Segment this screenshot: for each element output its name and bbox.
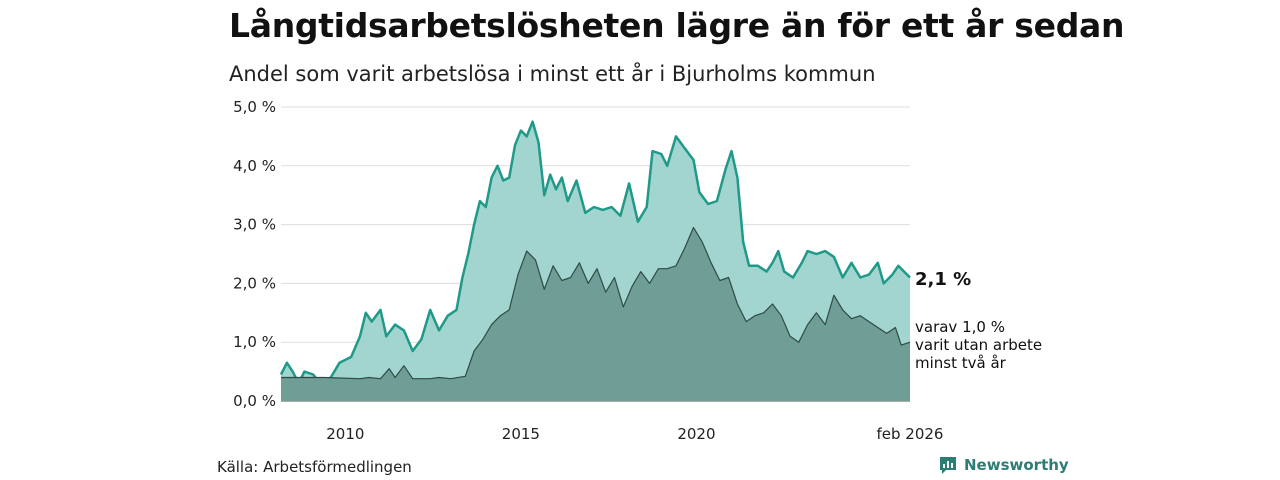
brand: Newsworthy [938,455,1069,475]
y-tick-label: 1,0 % [233,333,276,351]
chart-areas [279,120,911,401]
y-tick-label: 4,0 % [233,157,276,175]
x-tick-label: 2010 [326,425,364,443]
x-tick-label: 2015 [502,425,540,443]
chart-title: Långtidsarbetslösheten lägre än för ett … [229,6,1125,45]
newsworthy-logo-icon [940,457,956,474]
y-tick-label: 5,0 % [233,98,276,116]
axis-labels: 0,0 % 1,0 % 2,0 % 3,0 % 4,0 % 5,0 % 2010 2015 20… [233,98,943,443]
x-tick-label: feb 2026 [877,425,944,443]
y-tick-label: 3,0 % [233,216,276,234]
chart: 0,0 % 1,0 % 2,0 % 3,0 % 4,0 % 5,0 % 2010 2015 20… [233,98,1042,443]
two-year-unemployed-area [281,227,910,401]
end-label-sub: varav 1,0 % [915,318,1005,336]
two-year-unemployed-line [281,226,911,380]
chart-subtitle: Andel som varit arbetslösa i minst ett å… [229,62,876,86]
x-tick-label: 2020 [677,425,715,443]
end-label-main: 2,1 % [915,269,971,290]
end-label-sub: minst två år [915,354,1007,372]
long-term-unemployed-line [279,120,911,388]
y-tick-label: 2,0 % [233,274,276,292]
brand-name: Newsworthy [964,456,1069,474]
end-label-sub: varit utan arbete [915,336,1042,354]
y-tick-label: 0,0 % [233,392,276,410]
source-note: Källa: Arbetsförmedlingen [217,458,412,476]
